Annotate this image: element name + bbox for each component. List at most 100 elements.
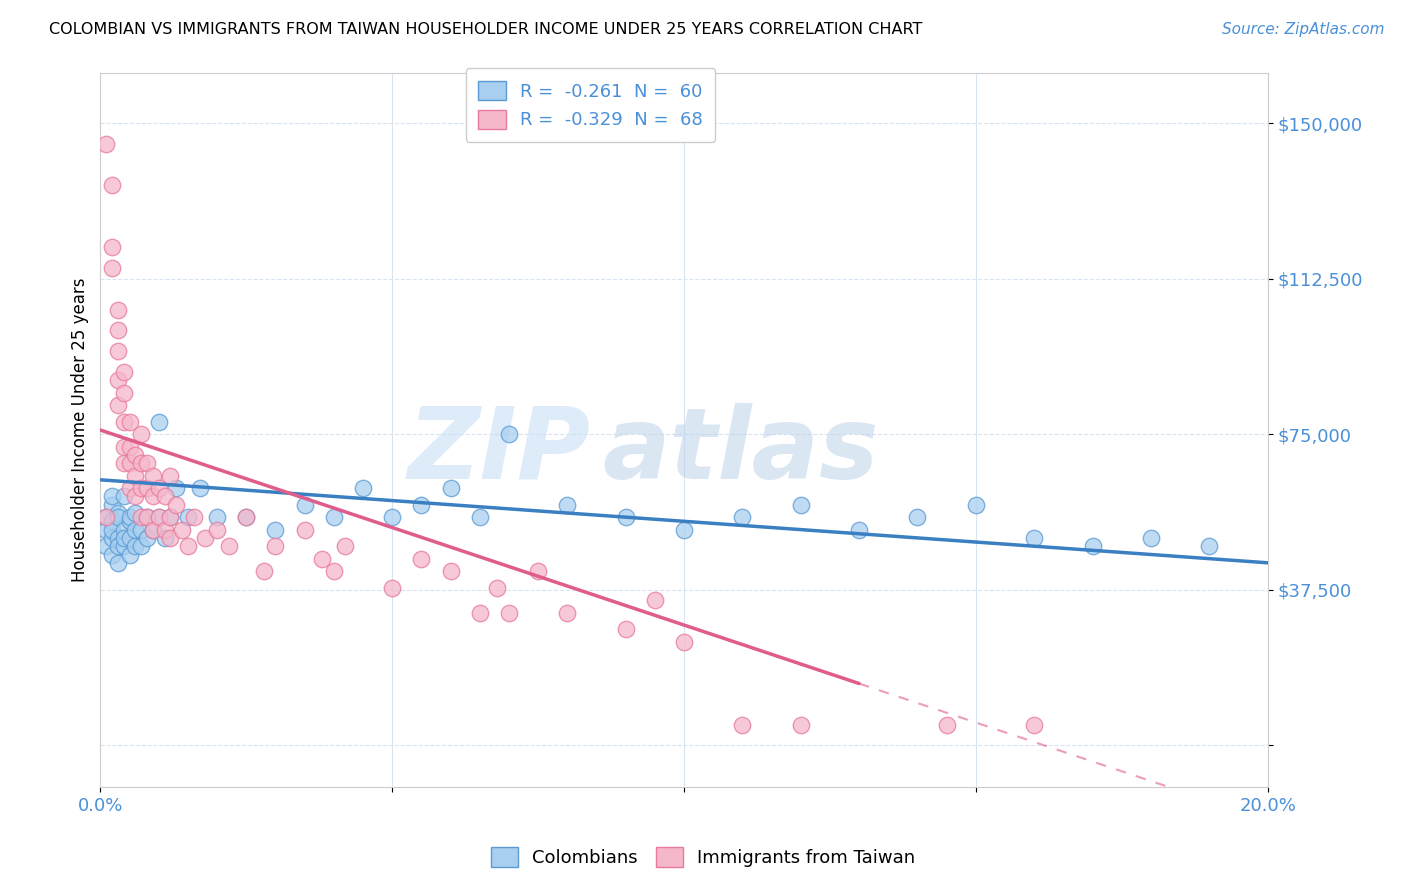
Point	[124, 490, 146, 504]
Point	[322, 564, 344, 578]
Point	[153, 490, 176, 504]
Point	[118, 481, 141, 495]
Point	[159, 468, 181, 483]
Point	[142, 468, 165, 483]
Point	[101, 178, 124, 193]
Point	[159, 531, 181, 545]
Point	[965, 498, 987, 512]
Point	[129, 510, 152, 524]
Point	[124, 506, 146, 520]
Point	[107, 398, 129, 412]
Point	[1024, 531, 1046, 545]
Point	[322, 510, 344, 524]
Point	[118, 531, 141, 545]
Point	[112, 440, 135, 454]
Point	[101, 240, 124, 254]
Point	[112, 456, 135, 470]
Point	[101, 490, 124, 504]
Point	[644, 593, 666, 607]
Legend: R =  -0.261  N =  60, R =  -0.329  N =  68: R = -0.261 N = 60, R = -0.329 N = 68	[465, 68, 716, 142]
Point	[101, 498, 124, 512]
Point	[165, 498, 187, 512]
Point	[118, 456, 141, 470]
Point	[555, 606, 578, 620]
Point	[148, 510, 170, 524]
Text: atlas: atlas	[602, 403, 879, 500]
Point	[112, 523, 135, 537]
Point	[107, 539, 129, 553]
Point	[335, 539, 357, 553]
Point	[159, 510, 181, 524]
Point	[124, 468, 146, 483]
Point	[935, 717, 957, 731]
Point	[107, 302, 129, 317]
Point	[352, 481, 374, 495]
Point	[96, 136, 118, 151]
Point	[165, 481, 187, 495]
Point	[439, 564, 461, 578]
Point	[118, 415, 141, 429]
Point	[107, 323, 129, 337]
Point	[142, 490, 165, 504]
Point	[1198, 539, 1220, 553]
Point	[129, 456, 152, 470]
Point	[218, 539, 240, 553]
Point	[790, 717, 813, 731]
Point	[136, 510, 159, 524]
Point	[672, 523, 695, 537]
Point	[107, 556, 129, 570]
Point	[96, 510, 118, 524]
Point	[790, 498, 813, 512]
Point	[124, 539, 146, 553]
Point	[118, 510, 141, 524]
Text: COLOMBIAN VS IMMIGRANTS FROM TAIWAN HOUSEHOLDER INCOME UNDER 25 YEARS CORRELATIO: COLOMBIAN VS IMMIGRANTS FROM TAIWAN HOUS…	[49, 22, 922, 37]
Point	[468, 606, 491, 620]
Point	[498, 427, 520, 442]
Point	[142, 523, 165, 537]
Point	[381, 581, 404, 595]
Point	[264, 539, 287, 553]
Point	[96, 539, 118, 553]
Point	[96, 510, 118, 524]
Point	[235, 510, 257, 524]
Point	[1081, 539, 1104, 553]
Legend: Colombians, Immigrants from Taiwan: Colombians, Immigrants from Taiwan	[484, 839, 922, 874]
Point	[107, 531, 129, 545]
Point	[112, 385, 135, 400]
Point	[907, 510, 929, 524]
Point	[107, 510, 129, 524]
Point	[731, 510, 754, 524]
Point	[124, 523, 146, 537]
Point	[112, 365, 135, 379]
Point	[311, 551, 333, 566]
Point	[848, 523, 870, 537]
Point	[188, 481, 211, 495]
Point	[129, 523, 152, 537]
Point	[112, 531, 135, 545]
Point	[527, 564, 550, 578]
Point	[411, 551, 433, 566]
Point	[153, 523, 176, 537]
Point	[177, 539, 200, 553]
Point	[614, 622, 637, 636]
Point	[107, 373, 129, 387]
Point	[205, 510, 228, 524]
Point	[294, 523, 316, 537]
Point	[118, 548, 141, 562]
Y-axis label: Householder Income Under 25 years: Householder Income Under 25 years	[72, 277, 89, 582]
Point	[148, 415, 170, 429]
Point	[153, 531, 176, 545]
Point	[148, 481, 170, 495]
Point	[112, 539, 135, 553]
Point	[205, 523, 228, 537]
Point	[148, 510, 170, 524]
Point	[194, 531, 217, 545]
Point	[411, 498, 433, 512]
Point	[101, 261, 124, 276]
Point	[118, 514, 141, 528]
Point	[294, 498, 316, 512]
Point	[264, 523, 287, 537]
Point	[118, 440, 141, 454]
Point	[112, 490, 135, 504]
Point	[439, 481, 461, 495]
